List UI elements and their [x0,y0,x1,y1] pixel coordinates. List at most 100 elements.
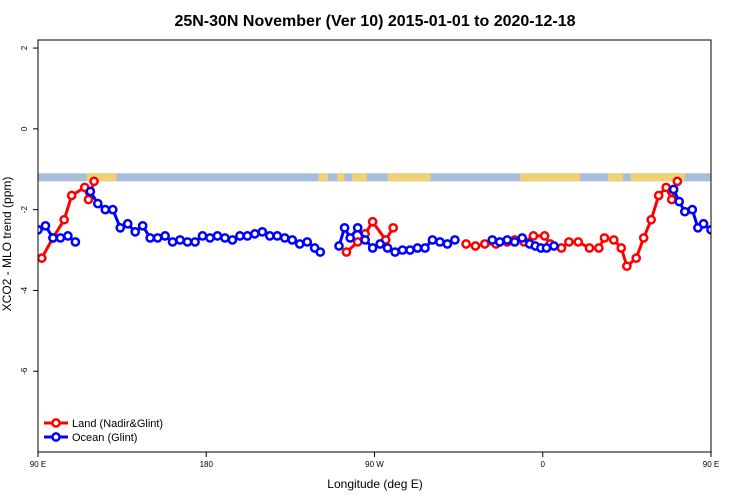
data-point [528,231,539,241]
data-point [175,235,185,245]
data-point [287,235,298,245]
data-point [405,245,415,255]
data-point [279,233,290,243]
y-tick-label: 0 [20,126,29,131]
data-point [388,222,399,233]
data-point [661,182,671,193]
legend-label: Land (Nadir&Glint) [72,418,163,430]
x-tick-label: 0 [541,460,546,469]
data-point [83,194,94,205]
series-line [464,179,679,268]
strip-land-span [630,173,685,182]
data-point [360,235,371,245]
data-point [212,231,223,241]
series-layer [38,176,711,272]
data-point [197,231,208,241]
y-axis: 2 0 -2 -4 -6 [20,45,38,375]
data-point [494,237,505,247]
y-axis-title: XCO2 - MLO trend (ppm) [0,177,14,312]
data-point [653,190,664,201]
y-tick-label: -4 [20,286,29,294]
data-point [549,241,559,251]
data-point [92,198,103,209]
data-point [235,231,245,241]
data-point [341,247,352,257]
data-point [137,220,148,231]
data-point [100,204,111,215]
data-point [687,204,698,215]
data-point [63,231,73,241]
data-point [190,237,200,247]
data-point [227,235,238,245]
data-point [450,235,460,245]
data-point [352,222,363,233]
data-point [679,206,690,217]
x-axis: 90 E 180 90 W 0 90 E [30,452,719,469]
strip-land-span [86,173,117,182]
y-tick-label: -6 [20,367,29,375]
x-axis-title: Longitude (deg E) [327,477,422,491]
data-point [107,204,118,215]
data-point [599,233,610,243]
data-point [66,190,77,201]
x-tick-label: 90 E [703,460,719,469]
data-point [631,253,642,263]
data-point [427,235,438,245]
data-point [564,237,574,247]
data-point [339,222,350,233]
data-point [367,243,378,253]
data-point [382,243,393,253]
data-point [160,231,170,241]
data-point [487,235,498,245]
strip-land-span [352,173,368,182]
data-point [672,176,683,187]
chart-title: 25N-30N November (Ver 10) 2015-01-01 to … [174,13,575,30]
data-point [698,218,709,229]
data-point [541,243,552,253]
data-point [59,214,70,225]
data-point [646,214,657,225]
strip-land-span [387,173,431,182]
data-point [115,222,126,233]
data-point [502,235,513,245]
strip-land-span [608,173,624,182]
strip-land-span [318,173,328,182]
data-point [242,231,253,241]
data-point [48,233,58,243]
x-tick-label: 90 E [30,460,46,469]
data-point [182,237,193,247]
data-point [435,237,445,247]
data-point [556,243,567,253]
data-point [167,237,178,247]
data-point [674,196,685,207]
data-point [55,233,66,243]
data-point [302,237,313,247]
x-tick-label: 90 W [365,460,384,469]
data-point [420,243,430,253]
series-clip-group [38,176,711,272]
data-point [89,176,99,187]
data-point [220,233,230,243]
data-point [616,243,627,253]
data-point [264,231,275,241]
data-point [573,237,584,247]
data-point [539,231,550,241]
data-point [85,186,96,197]
strip-land-span [520,173,581,182]
data-point [257,227,268,237]
data-point [122,218,133,229]
data-point [608,235,619,245]
data-point [38,253,47,263]
legend: Land (Nadir&Glint) Ocean (Glint) [44,418,163,444]
y-tick-label: -2 [20,206,29,214]
data-point [205,233,215,243]
data-point [294,239,305,249]
data-point [668,184,679,195]
data-point [638,233,649,243]
x-tick-label: 180 [200,460,214,469]
data-point [390,247,400,257]
data-point [334,241,344,251]
data-point [622,261,632,272]
data-point [367,216,378,227]
data-point [375,239,385,249]
